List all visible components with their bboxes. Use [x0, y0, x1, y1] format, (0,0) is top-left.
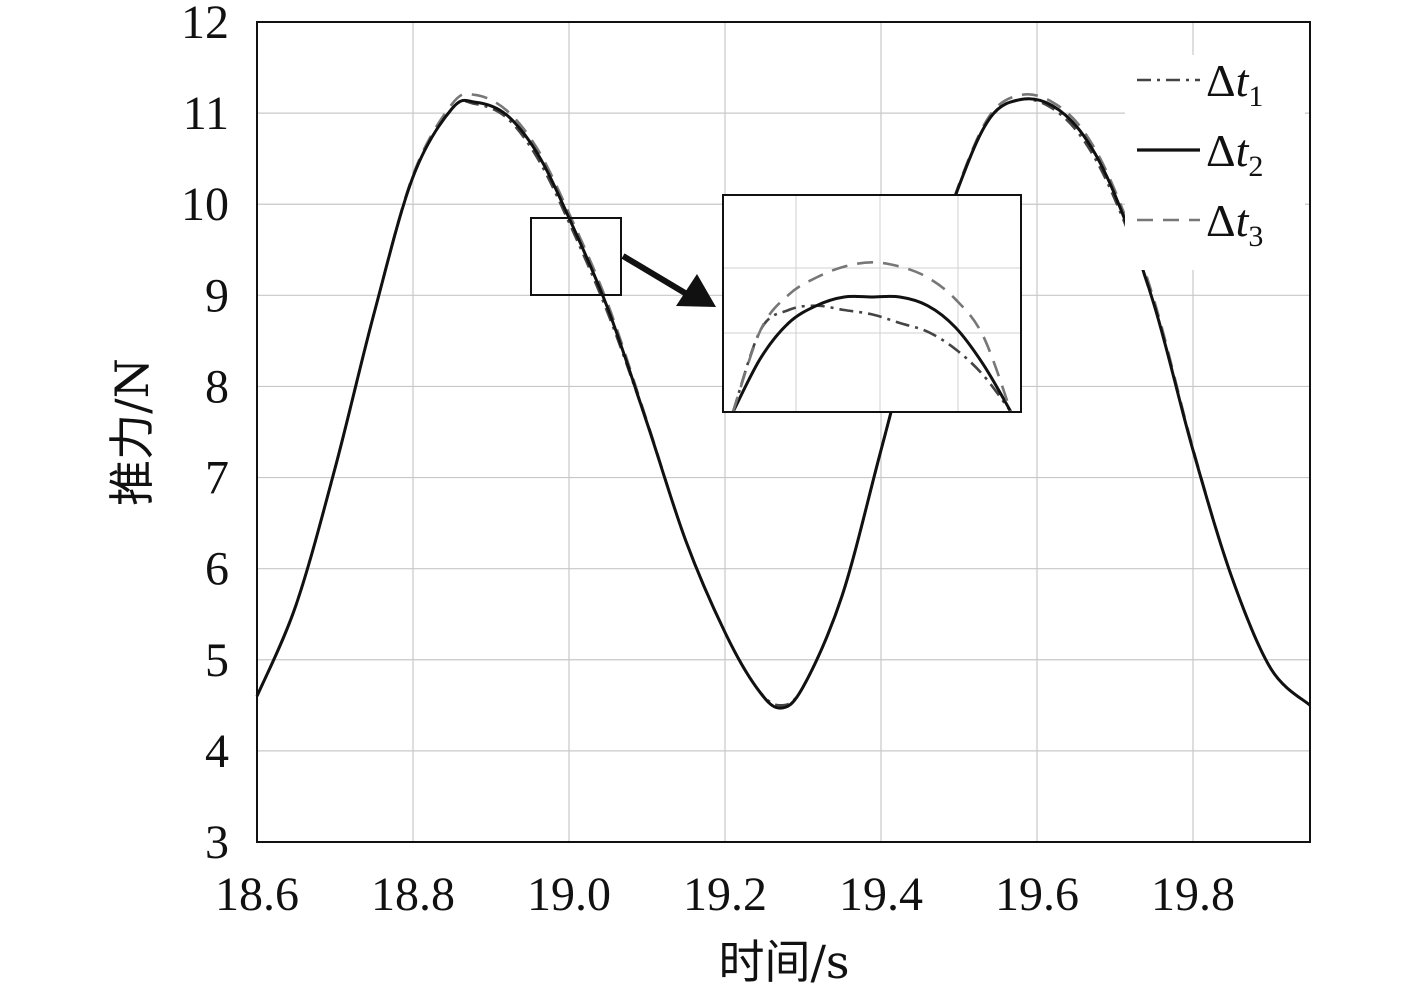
- plot-frame: [256, 21, 1311, 843]
- y-tick-label: 4: [205, 725, 229, 778]
- x-tick-label: 19.2: [683, 868, 767, 921]
- y-tick-label: 12: [181, 0, 229, 49]
- y-tick-label: 11: [183, 87, 229, 140]
- y-tick-label: 10: [181, 178, 229, 231]
- inset-series-layer: [731, 260, 1013, 413]
- inset-series-line-3: [731, 260, 1013, 413]
- x-tick-labels: 18.6 18.8 19.0 19.2 19.4 19.6 19.8: [215, 868, 1235, 921]
- zoom-arrow-head: [676, 274, 716, 307]
- x-tick-label: 19.4: [839, 868, 923, 921]
- zoom-arrow-line: [621, 253, 692, 299]
- legend-background: [1125, 55, 1305, 270]
- legend-label-1: Δt1: [1206, 55, 1263, 113]
- y-tick-label: 9: [205, 269, 229, 322]
- y-axis-title: 推力/N: [105, 358, 159, 506]
- inset-background: [723, 195, 1021, 412]
- y-tick-label: 5: [205, 634, 229, 687]
- inset-zoom: [722, 194, 1022, 413]
- y-tick-labels: 3 4 5 6 7 8 9 10 11 12: [181, 0, 229, 869]
- x-tick-label: 18.6: [215, 868, 299, 921]
- y-tick-label: 8: [205, 360, 229, 413]
- inset-series-line-1: [731, 304, 1013, 413]
- legend: Δt1 Δt2 Δt3: [1125, 55, 1305, 270]
- y-tick-label: 7: [205, 452, 229, 505]
- legend-label-2: Δt2: [1206, 125, 1263, 183]
- inset-frame: [722, 194, 1022, 413]
- x-tick-label: 18.8: [371, 868, 455, 921]
- zoom-region-box: [530, 217, 622, 296]
- legend-label-3: Δt3: [1206, 195, 1263, 253]
- y-tick-label: 6: [205, 543, 229, 596]
- x-axis-title: 时间/s: [718, 935, 849, 989]
- inset-series-line-2: [731, 294, 1013, 413]
- x-tick-label: 19.0: [527, 868, 611, 921]
- y-tick-label: 3: [205, 816, 229, 869]
- x-tick-label: 19.8: [1151, 868, 1235, 921]
- x-tick-label: 19.6: [995, 868, 1079, 921]
